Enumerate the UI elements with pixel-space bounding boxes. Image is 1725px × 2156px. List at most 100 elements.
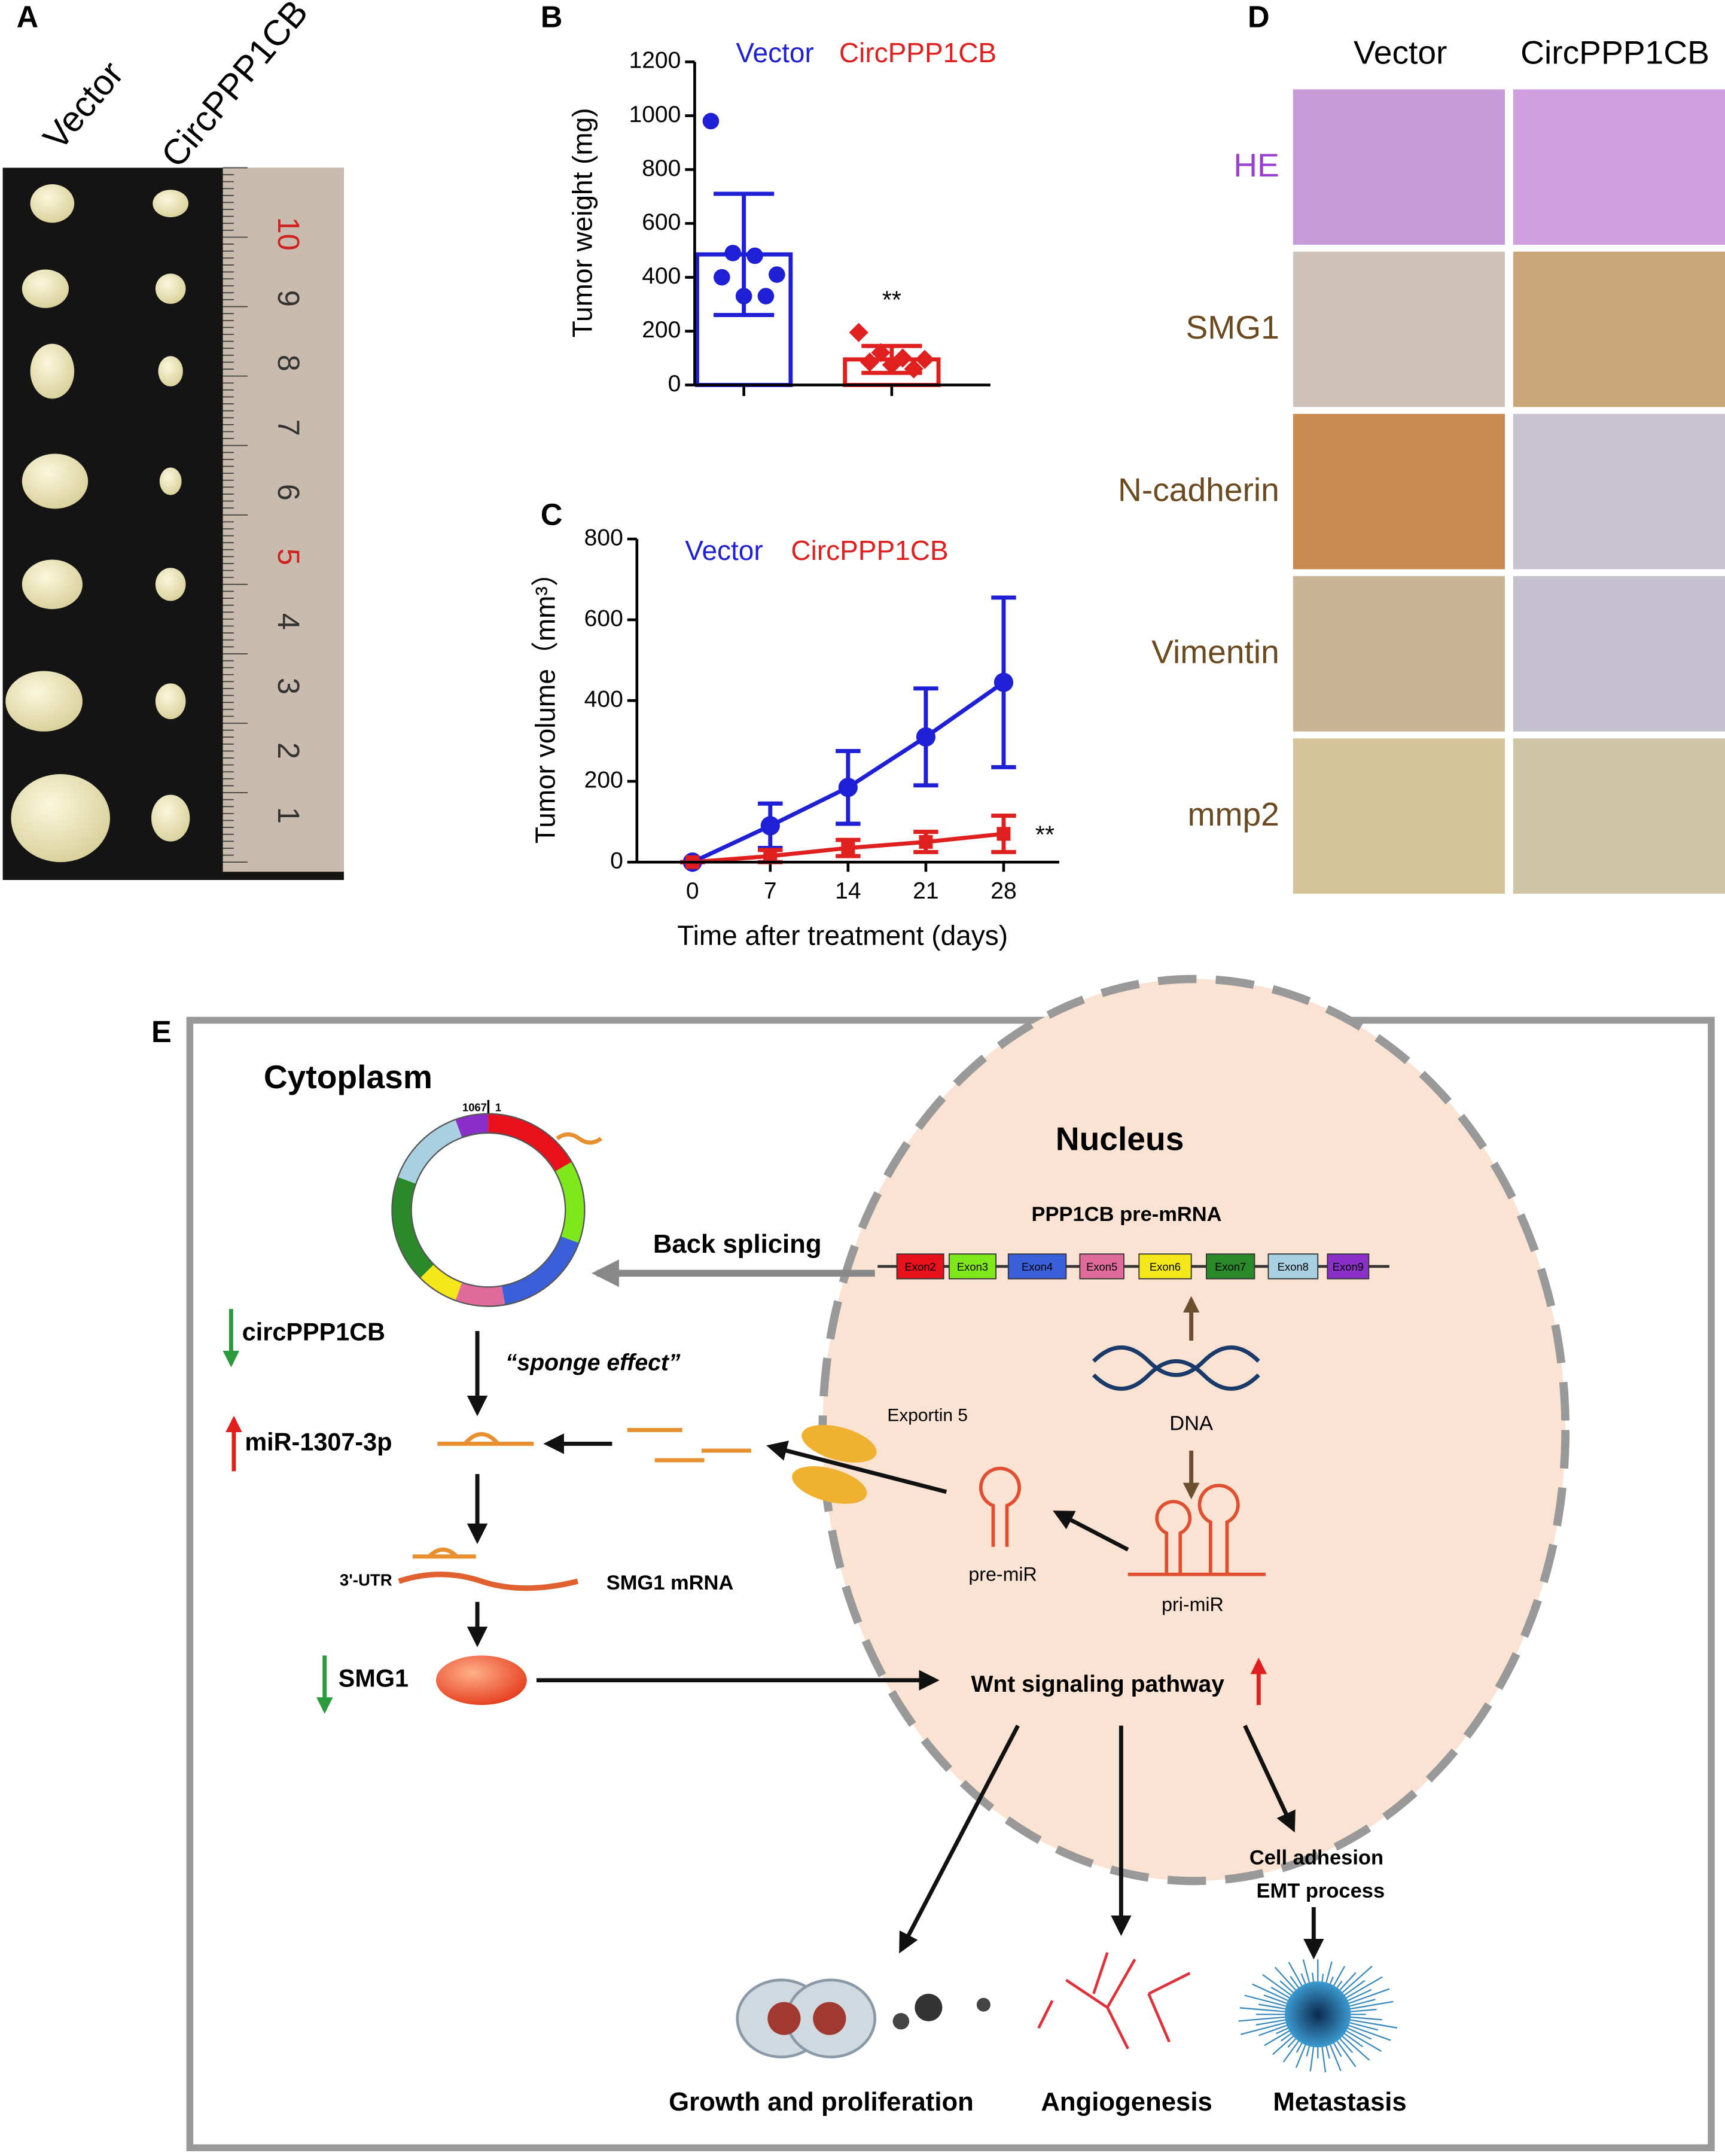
y-tick-label: 400 (642, 263, 681, 289)
column-label: Vector (1354, 34, 1447, 71)
ruler-label: 9 (272, 290, 306, 307)
tumor (151, 794, 190, 842)
label: “sponge effect” (505, 1350, 681, 1375)
label: EMT process (1257, 1880, 1385, 1902)
label: PPP1CB pre-mRNA (1032, 1203, 1222, 1226)
column-label: CircPPP1CB (153, 0, 315, 175)
ruler-label: 3 (272, 678, 306, 695)
exon-label: Exon4 (1022, 1260, 1053, 1273)
ring-segment (501, 1236, 579, 1305)
arrow (1053, 1511, 1129, 1552)
x-axis-label: Time after treatment (days) (677, 920, 1008, 951)
hairpin (1127, 1484, 1266, 1576)
label: 1 (495, 1101, 501, 1113)
ruler-label: 5 (272, 549, 306, 565)
y-tick-label: 1200 (629, 48, 681, 74)
x-tick-label: 28 (990, 878, 1016, 904)
panel-d: Vector CircPPP1CB HE SMG1 N-cadherin Viment… (1118, 34, 1725, 894)
ring-segment (420, 1264, 462, 1301)
tumor (5, 671, 83, 732)
tumor (158, 356, 183, 386)
label: circPPP1CB (242, 1318, 385, 1345)
mirna (627, 1427, 751, 1463)
exon (1267, 1253, 1319, 1280)
label: SMG1 (339, 1665, 409, 1692)
tumor (22, 269, 69, 308)
ring-segment (488, 1113, 572, 1172)
data-point (916, 727, 936, 747)
dna-helix (1092, 1345, 1260, 1391)
mirna (437, 1432, 534, 1446)
ruler-label: 8 (272, 355, 306, 371)
y-tick-label: 0 (610, 848, 623, 873)
panel-label: E (151, 1015, 172, 1049)
tumor (22, 559, 83, 610)
ring-segment (398, 1119, 462, 1184)
debris (915, 1993, 943, 2021)
ring-outline (410, 1132, 566, 1288)
y-tick-label: 400 (584, 686, 623, 712)
panel-a: Vector CircPPP1CB 10 9 8 7 6 5 4 3 2 1 (2, 0, 344, 881)
ring-segment (392, 1177, 434, 1278)
exon-label: Exon7 (1215, 1260, 1246, 1273)
x-tick-label: 0 (686, 878, 699, 904)
label: Metastasis (1273, 2087, 1406, 2117)
y-tick-label: 600 (584, 605, 623, 631)
panel-label: A (17, 0, 39, 34)
column-label: Vector (35, 54, 131, 157)
ring-segment (455, 1113, 489, 1138)
data-point (993, 672, 1014, 692)
y-axis-label: Tumor weight (mg) (567, 108, 598, 337)
ruler-label: 7 (272, 419, 306, 436)
exon (1138, 1253, 1192, 1280)
label: 3'-UTR (340, 1571, 392, 1589)
exon (1327, 1253, 1370, 1280)
data-point (760, 816, 780, 836)
label: 1067 (462, 1101, 487, 1113)
data-point (919, 835, 933, 849)
data-point (882, 355, 901, 374)
ruler (223, 168, 344, 872)
exon-label: Exon5 (1086, 1260, 1117, 1273)
y-tick-label: 1000 (629, 102, 681, 127)
panel-e: Cytoplasm Nucleus 1067 1 PPP1CB pre-mRNA… (186, 975, 1715, 2151)
data-point (915, 349, 935, 369)
x-tick-label: 14 (835, 878, 861, 904)
annotation: ** (1035, 821, 1054, 848)
hairpin (979, 1466, 1022, 1547)
exon (948, 1253, 997, 1280)
exon (1007, 1253, 1067, 1280)
metastasis-cell (1285, 1981, 1351, 2048)
label: Back splicing (653, 1229, 822, 1259)
exon (1079, 1253, 1124, 1280)
y-tick-label: 200 (584, 767, 623, 793)
data-point (841, 841, 855, 855)
ring-segment (554, 1162, 585, 1243)
exon (1206, 1253, 1255, 1280)
row-label: HE (1233, 147, 1279, 184)
data-point (871, 343, 891, 363)
label: Growth and proliferation (669, 2087, 974, 2117)
tumor (11, 774, 110, 863)
x-tick-label: 7 (764, 878, 777, 904)
row-label: Vimentin (1151, 634, 1279, 671)
ruler-label: 2 (272, 742, 306, 759)
data-point (714, 269, 730, 286)
data-point (860, 352, 880, 372)
exon-label: Exon2 (905, 1260, 936, 1273)
panel-label: B (541, 0, 563, 34)
data-point (724, 245, 742, 261)
nucleus-icon (813, 2002, 846, 2035)
tumor (159, 467, 182, 495)
label: Angiogenesis (1041, 2087, 1212, 2117)
exportin (801, 1424, 877, 1463)
annotation: ** (882, 287, 901, 314)
tumor (155, 683, 186, 720)
vessels (1037, 1952, 1191, 2050)
histology-image (1293, 413, 1505, 570)
nucleus-icon (767, 2002, 801, 2035)
histology-image (1513, 738, 1725, 894)
ruler-label: 1 (272, 807, 306, 824)
legend-entry: Vector (685, 535, 763, 566)
arrow (1243, 1725, 1296, 1833)
